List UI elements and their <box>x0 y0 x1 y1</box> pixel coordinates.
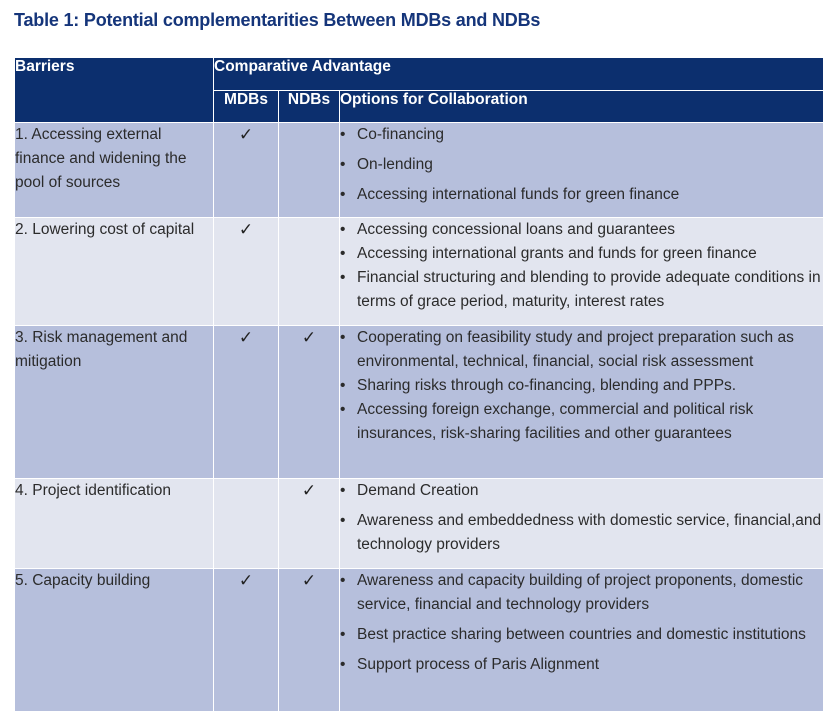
list-item: Awareness and embeddedness with domestic… <box>340 509 823 557</box>
barrier-cell: 4. Project identification <box>14 478 214 569</box>
table-row: 2. Lowering cost of capital ✓ Accessing … <box>14 217 825 326</box>
ndb-check: ✓ <box>278 478 340 569</box>
barrier-cell: 2. Lowering cost of capital <box>14 217 214 326</box>
header-options: Options for Collaboration <box>338 90 825 123</box>
list-item: Co-financing <box>340 123 823 147</box>
options-cell: Demand Creation Awareness and embeddedne… <box>338 478 825 569</box>
list-item: Accessing foreign exchange, commercial a… <box>340 398 823 446</box>
mdb-check: ✓ <box>213 122 279 218</box>
options-cell: Accessing concessional loans and guarant… <box>338 217 825 326</box>
header-mdbs: MDBs <box>213 90 279 123</box>
mdb-check: ✓ <box>213 217 279 326</box>
ndb-check: ✓ <box>278 568 340 712</box>
table-row: 3. Risk management and mitigation ✓ ✓ Co… <box>14 325 825 479</box>
mdb-check: ✓ <box>213 568 279 712</box>
barrier-cell: 1. Accessing external finance and wideni… <box>14 122 214 218</box>
header-row-top: Barriers Comparative Advantage <box>14 57 825 123</box>
list-item: Awareness and capacity building of proje… <box>340 569 823 617</box>
list-item: Cooperating on feasibility study and pro… <box>340 326 823 374</box>
options-cell: Co-financing On-lending Accessing intern… <box>338 122 825 218</box>
list-item: On-lending <box>340 153 823 177</box>
options-cell: Cooperating on feasibility study and pro… <box>338 325 825 479</box>
list-item: Support process of Paris Alignment <box>340 653 823 677</box>
barrier-cell: 3. Risk management and mitigation <box>14 325 214 479</box>
options-cell: Awareness and capacity building of proje… <box>338 568 825 712</box>
list-item: Best practice sharing between countries … <box>340 623 823 647</box>
list-item: Accessing international funds for green … <box>340 183 823 207</box>
ndb-check: ✓ <box>278 325 340 479</box>
header-barriers: Barriers <box>14 57 214 123</box>
list-item: Accessing international grants and funds… <box>340 242 823 266</box>
list-item: Accessing concessional loans and guarant… <box>340 218 823 242</box>
complementarities-table: Barriers Comparative Advantage MDBs NDBs… <box>14 57 825 712</box>
ndb-check <box>278 122 340 218</box>
mdb-check <box>213 478 279 569</box>
list-item: Demand Creation <box>340 479 823 503</box>
mdb-check: ✓ <box>213 325 279 479</box>
header-ndbs: NDBs <box>278 90 340 123</box>
list-item: Sharing risks through co-financing, blen… <box>340 374 823 398</box>
list-item: Financial structuring and blending to pr… <box>340 266 823 314</box>
table-row: 5. Capacity building ✓ ✓ Awareness and c… <box>14 568 825 712</box>
header-comparative-advantage: Comparative Advantage <box>212 57 825 91</box>
table-title: Table 1: Potential complementarities Bet… <box>14 10 541 30</box>
barrier-cell: 5. Capacity building <box>14 568 214 712</box>
ndb-check <box>278 217 340 326</box>
table-row: 4. Project identification ✓ Demand Creat… <box>14 478 825 569</box>
table-row: 1. Accessing external finance and wideni… <box>14 122 825 218</box>
